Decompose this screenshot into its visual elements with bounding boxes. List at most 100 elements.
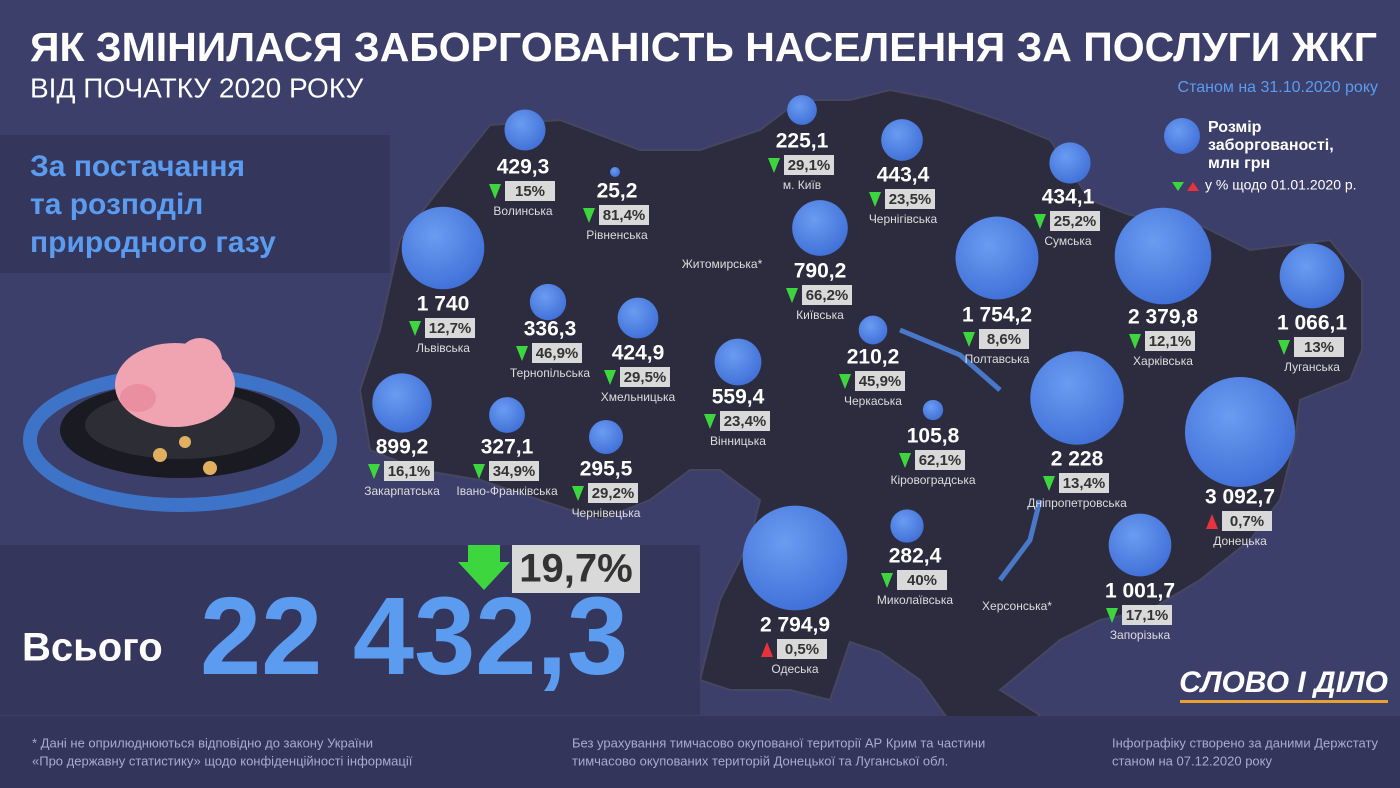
region-name: Донецька xyxy=(1213,534,1267,548)
arrow-down xyxy=(473,464,485,479)
region-name: Житомирська* xyxy=(682,257,763,271)
region-name: Хмельницька xyxy=(601,390,676,404)
region-name: Луганська xyxy=(1284,360,1340,374)
logo-stripe xyxy=(1180,700,1388,703)
debt-value: 1 001,7 xyxy=(1105,580,1175,603)
legend-up xyxy=(1187,182,1199,191)
arrow-down xyxy=(786,288,798,303)
region-name: Чернігівська xyxy=(869,212,938,226)
arrow-down xyxy=(768,158,780,173)
debt-value: 25,2 xyxy=(597,180,638,203)
change-box xyxy=(489,461,539,481)
arrow-down xyxy=(1106,608,1118,623)
change-box xyxy=(915,450,965,470)
footer-band xyxy=(0,716,1400,788)
debt-value: 790,2 xyxy=(794,260,847,283)
debt-value: 2 228 xyxy=(1051,448,1104,471)
change-box xyxy=(532,343,582,363)
river xyxy=(899,327,1043,582)
debt-value: 1 066,1 xyxy=(1277,312,1347,335)
burner xyxy=(23,338,337,512)
change-value: 66,2% xyxy=(806,287,849,304)
debt-bubble xyxy=(955,216,1039,300)
arrow-down xyxy=(516,346,528,361)
legend-bubble xyxy=(1164,118,1200,154)
debt-value: 3 092,7 xyxy=(1205,486,1275,509)
region-name: Вінницька xyxy=(710,434,766,448)
debt-value: 429,3 xyxy=(497,156,550,179)
region-name: Волинська xyxy=(493,204,553,218)
title: ЯК ЗМІНИЛАСЯ ЗАБОРГОВАНІСТЬ НАСЕЛЕННЯ ЗА… xyxy=(30,24,1377,70)
region-name: м. Київ xyxy=(783,178,821,192)
debt-value: 2 379,8 xyxy=(1128,306,1198,329)
legend-text: у % щодо 01.01.2020 р. xyxy=(1205,177,1357,193)
change-value: 29,1% xyxy=(788,157,831,174)
change-box xyxy=(777,639,827,659)
change-value: 40% xyxy=(907,572,937,589)
change-value: 8,6% xyxy=(987,331,1021,348)
change-box xyxy=(1050,211,1100,231)
change-box xyxy=(720,411,770,431)
change-value: 23,4% xyxy=(724,413,767,430)
change-box xyxy=(1059,473,1109,493)
debt-bubble xyxy=(1030,351,1124,445)
change-value: 13% xyxy=(1304,339,1334,356)
arrow-down xyxy=(489,184,501,199)
arrow-down xyxy=(409,321,421,336)
change-value: 23,5% xyxy=(889,191,932,208)
debt-value: 225,1 xyxy=(776,130,829,153)
total-label: Всього xyxy=(22,626,163,670)
change-box xyxy=(1222,511,1272,531)
arrow-up xyxy=(761,642,773,657)
change-value: 17,1% xyxy=(1126,607,1169,624)
change-value: 46,9% xyxy=(536,345,579,362)
change-box xyxy=(588,483,638,503)
total-change: 19,7% xyxy=(519,547,632,591)
footnote: станом на 07.12.2020 року xyxy=(1112,753,1272,768)
change-box xyxy=(897,570,947,590)
arrow-down xyxy=(899,453,911,468)
debt-bubble xyxy=(714,338,762,386)
arrow-down xyxy=(881,573,893,588)
change-value: 16,1% xyxy=(388,463,431,480)
debt-value: 2 794,9 xyxy=(760,614,830,637)
category-line: природного газу xyxy=(30,226,276,259)
debt-value: 424,9 xyxy=(612,342,665,365)
category-line: За постачання xyxy=(30,150,245,183)
debt-bubble xyxy=(1279,243,1345,309)
date: Станом на 31.10.2020 року xyxy=(1178,79,1378,96)
debt-bubble xyxy=(858,315,888,345)
region-name: Львівська xyxy=(416,341,470,355)
footnote: Без урахування тимчасово окупованої тери… xyxy=(572,735,985,750)
footnote: «Про державну статистику» щодо конфіденц… xyxy=(32,753,413,768)
debt-bubble xyxy=(372,373,432,433)
total-value: 22 432,3 xyxy=(200,575,628,698)
change-box xyxy=(505,181,555,201)
category-line: та розподіл xyxy=(30,188,203,221)
debt-bubble xyxy=(922,399,944,421)
region-name: Миколаївська xyxy=(877,593,954,607)
change-value: 0,5% xyxy=(785,641,819,658)
total-arrow xyxy=(458,545,510,590)
debt-value: 105,8 xyxy=(907,425,960,448)
change-box xyxy=(384,461,434,481)
arrow-down xyxy=(583,208,595,223)
change-box xyxy=(1294,337,1344,357)
arrow-down xyxy=(368,464,380,479)
change-value: 62,1% xyxy=(919,452,962,469)
change-box xyxy=(620,367,670,387)
debt-value: 295,5 xyxy=(580,458,633,481)
change-value: 12,7% xyxy=(429,320,472,337)
change-value: 0,7% xyxy=(1230,513,1264,530)
region-name: Закарпатська xyxy=(364,484,440,498)
region-name: Полтавська xyxy=(965,352,1030,366)
debt-bubble xyxy=(617,297,659,339)
region-name: Дніпропетровська xyxy=(1027,496,1127,510)
debt-bubble xyxy=(787,95,817,125)
arrow-down xyxy=(963,332,975,347)
debt-value: 1 740 xyxy=(417,293,470,316)
region-name: Чернівецька xyxy=(572,506,641,520)
change-value: 15% xyxy=(515,183,545,200)
debt-value: 899,2 xyxy=(376,436,429,459)
debt-bubble xyxy=(742,505,848,611)
